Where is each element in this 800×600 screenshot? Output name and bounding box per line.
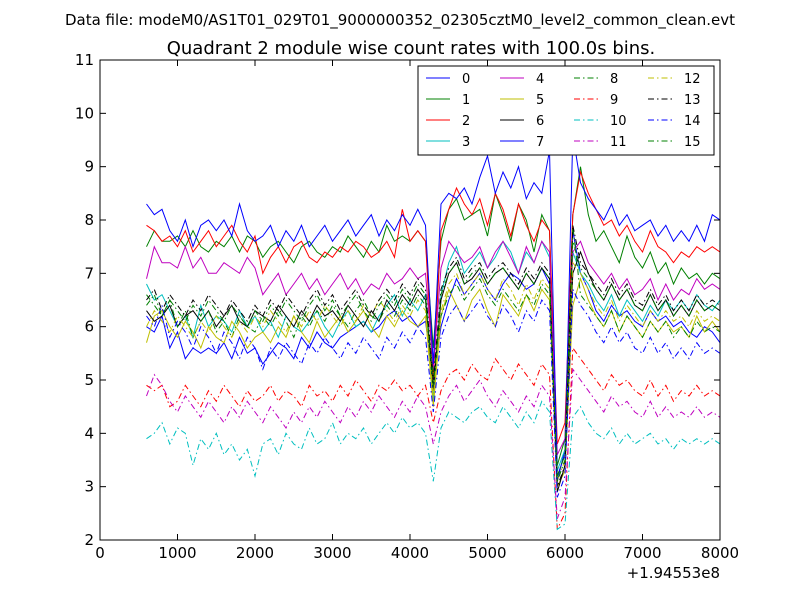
axes: 0 1000 2000 3000 4000 5000 6000 7000 8000 2 3 4 5 6 7 8… xyxy=(75,51,739,562)
x-offset-label: +1.94553e8 xyxy=(627,564,720,582)
legend-label-6: 6 xyxy=(536,114,544,129)
y-tick-label: 7 xyxy=(84,264,94,282)
x-tick-label: 7000 xyxy=(623,544,661,562)
legend-label-13: 13 xyxy=(684,93,701,108)
legend-label-9: 9 xyxy=(610,93,618,108)
x-tick-label: 1000 xyxy=(158,544,196,562)
data-file-label: Data file: modeM0/AS1T01_029T01_90000003… xyxy=(65,11,735,30)
y-tick-label: 10 xyxy=(75,104,94,122)
y-tick-label: 9 xyxy=(84,158,94,176)
legend-label-15: 15 xyxy=(684,135,701,150)
series-line-5 xyxy=(146,277,720,487)
x-tick-label: 6000 xyxy=(546,544,584,562)
legend-label-4: 4 xyxy=(536,72,544,87)
y-tick-label: 4 xyxy=(84,424,94,442)
series-line-11 xyxy=(146,367,720,519)
legend-label-2: 2 xyxy=(462,114,470,129)
x-tick-label: 0 xyxy=(95,544,105,562)
legend-label-8: 8 xyxy=(610,72,618,87)
series-lines xyxy=(146,134,720,531)
legend-label-1: 1 xyxy=(462,93,470,108)
series-line-7 xyxy=(146,134,720,477)
series-line-1 xyxy=(146,166,720,466)
legend-box xyxy=(417,65,715,156)
y-tick-label: 8 xyxy=(84,211,94,229)
x-tick-label: 3000 xyxy=(313,544,351,562)
y-tick-label: 3 xyxy=(84,478,94,496)
legend-label-3: 3 xyxy=(462,135,470,150)
chart-title: Quadrant 2 module wise count rates with … xyxy=(167,38,656,59)
series-line-15 xyxy=(146,241,720,482)
x-tick-label: 2000 xyxy=(236,544,274,562)
series-line-10 xyxy=(146,400,720,531)
legend-label-14: 14 xyxy=(684,114,701,129)
y-tick-label: 2 xyxy=(84,531,94,549)
legend-label-0: 0 xyxy=(462,72,470,87)
series-line-2 xyxy=(146,170,720,445)
series-line-9 xyxy=(146,346,720,530)
x-tick-label: 5000 xyxy=(468,544,506,562)
y-tick-label: 6 xyxy=(84,318,94,336)
legend-label-12: 12 xyxy=(684,72,701,87)
plot-area xyxy=(146,134,720,531)
legend-label-10: 10 xyxy=(610,114,627,129)
x-tick-label: 4000 xyxy=(391,544,429,562)
series-line-14 xyxy=(146,289,720,498)
legend-label-5: 5 xyxy=(536,93,544,108)
y-tick-label: 5 xyxy=(84,371,94,389)
x-tick-label: 8000 xyxy=(701,544,739,562)
series-line-4 xyxy=(146,240,720,455)
legend-label-11: 11 xyxy=(610,135,627,150)
y-tick-label: 11 xyxy=(75,51,94,69)
legend-label-7: 7 xyxy=(536,135,544,150)
